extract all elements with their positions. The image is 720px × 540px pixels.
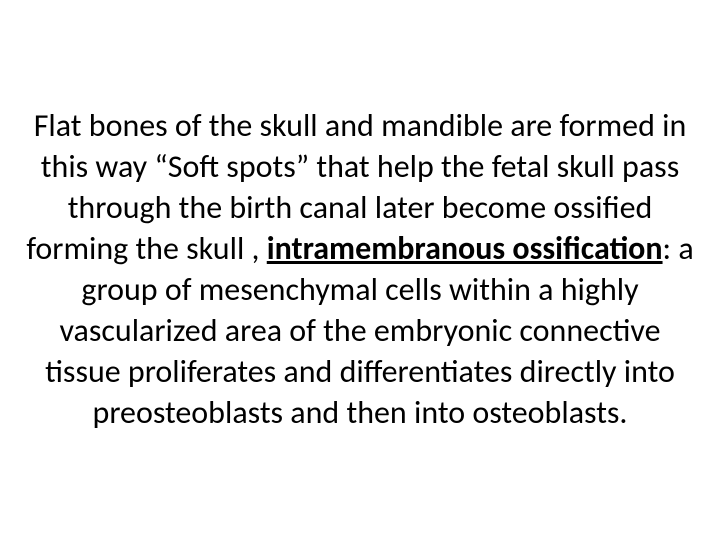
term-intramembranous-ossification: intramembranous ossification [267, 229, 663, 268]
slide: Flat bones of the skull and mandible are… [0, 0, 720, 540]
body-paragraph: Flat bones of the skull and mandible are… [24, 106, 696, 434]
